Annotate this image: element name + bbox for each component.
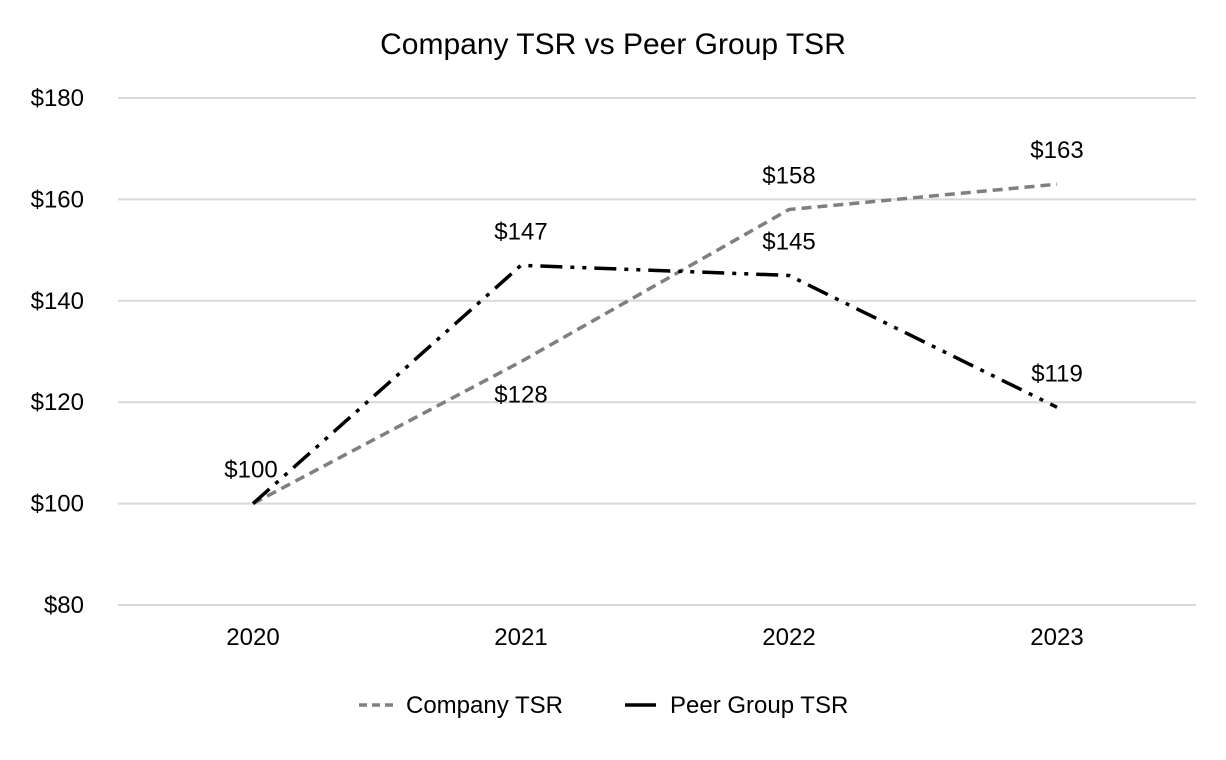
data-label: $163 (1030, 137, 1083, 164)
y-tick-label: $160 (31, 186, 84, 213)
data-label: $100 (224, 457, 277, 484)
series-line-peer-group-tsr (251, 263, 1058, 505)
legend-label: Company TSR (406, 692, 563, 719)
data-label: $119 (1031, 360, 1083, 387)
data-label: $158 (762, 163, 815, 190)
x-tick-label: 2021 (494, 624, 547, 651)
data-label: $147 (494, 218, 547, 245)
series-line-company-tsr (252, 182, 1058, 506)
series-lines (251, 182, 1058, 506)
y-tick-label: $80 (44, 592, 84, 619)
x-tick-label: 2020 (226, 624, 279, 651)
y-axis-ticks: $80 $100 $120 $140 $160 $180 (31, 85, 84, 619)
x-tick-label: 2022 (762, 624, 815, 651)
gridlines (118, 97, 1196, 606)
chart-title: Company TSR vs Peer Group TSR (380, 28, 846, 61)
y-tick-label: $120 (31, 389, 84, 416)
legend: Company TSR Peer Group TSR (359, 692, 848, 719)
y-tick-label: $100 (31, 491, 84, 518)
x-tick-label: 2023 (1030, 624, 1083, 651)
y-tick-label: $140 (31, 288, 84, 315)
y-tick-label: $180 (31, 85, 84, 112)
data-label: $145 (762, 228, 815, 255)
x-axis-ticks: 2020 2021 2022 2023 (226, 624, 1083, 651)
data-labels: $128 $158 $163 $100 $147 $145 $119 (224, 137, 1083, 483)
data-label: $128 (494, 382, 547, 409)
legend-label: Peer Group TSR (670, 692, 848, 719)
